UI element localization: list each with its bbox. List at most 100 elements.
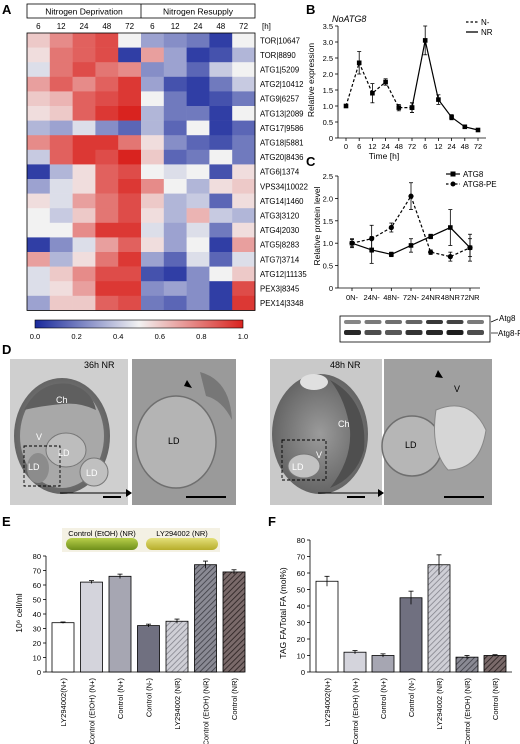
data-point <box>436 97 441 102</box>
heatmap-cell <box>49 120 73 136</box>
heatmap-cell <box>186 149 210 165</box>
heatmap-cell <box>49 91 73 107</box>
heatmap-cell <box>141 179 165 194</box>
f-y-tick-label: 20 <box>297 635 305 644</box>
b-y-tick-label: 0.5 <box>323 118 333 127</box>
time-unit-label: [h] <box>262 22 271 31</box>
heatmap-cell <box>186 106 210 121</box>
b-x-tick-label: 48 <box>395 142 403 151</box>
heatmap-cell <box>49 295 73 311</box>
blot-band-atg8 <box>364 320 382 324</box>
heatmap-cell <box>27 106 51 121</box>
c-x-tick-label: 0N- <box>346 293 359 302</box>
heatmap-cell <box>118 179 142 194</box>
heatmap-cell <box>49 106 73 121</box>
e-bar <box>80 581 103 673</box>
label-ld-2: LD <box>86 468 98 478</box>
heatmap-cell <box>72 62 96 78</box>
heatmap-cell <box>49 193 73 209</box>
heatmap-cell <box>232 33 256 48</box>
micrograph-48h-zoom: LD V <box>381 359 492 505</box>
heatmap-column-label: 6 <box>36 22 41 31</box>
heatmap-cell <box>118 222 142 238</box>
heatmap-cell <box>163 33 187 48</box>
data-point <box>383 79 388 85</box>
e-category-label: LY294002 (NR) <box>173 678 182 730</box>
heatmap-cell <box>49 33 73 48</box>
heatmap-cell <box>95 106 119 121</box>
data-point-atg8-pe <box>388 224 394 231</box>
label-ld-4: LD <box>292 462 304 472</box>
f-y-axis-label: TAG FA/Total FA (mol%) <box>278 567 288 659</box>
legend-label-atg8-pe: ATG8-PE <box>463 180 497 189</box>
heatmap-cell <box>49 222 73 238</box>
heatmap-cell <box>186 208 210 224</box>
heatmap-cell <box>163 179 187 194</box>
heatmap-cell <box>232 76 256 92</box>
gene-name-label: NoATG8 <box>332 14 366 24</box>
heatmap-cell <box>118 47 142 63</box>
heatmap-cell <box>118 33 142 48</box>
heatmap-cell <box>209 106 233 121</box>
heatmap-cell <box>209 33 233 48</box>
heatmap-row-label: ATG7|3714 <box>260 255 300 264</box>
heatmap-row-label: ATG17|9586 <box>260 124 304 133</box>
c-x-tick-label: 48NR <box>441 293 461 302</box>
heatmap-row-label: ATG18|5881 <box>260 139 304 148</box>
heatmap-cell <box>49 266 73 282</box>
heatmap-cell <box>72 47 96 63</box>
heatmap-cell <box>163 252 187 267</box>
heatmap-cell <box>72 135 96 151</box>
heatmap-cell <box>141 120 165 136</box>
heatmap-cell <box>163 106 187 121</box>
b-x-tick-label: 72 <box>408 142 416 151</box>
blot-band-atg8-pe <box>446 330 464 335</box>
heatmap-cell <box>72 179 96 194</box>
heatmap-cell <box>186 237 210 253</box>
heatmap-cell <box>186 252 210 267</box>
vacuole <box>27 453 49 483</box>
e-y-tick-label: 40 <box>33 610 41 619</box>
f-y-tick-label: 10 <box>297 652 305 661</box>
heatmap-cell <box>95 266 119 282</box>
heatmap-cell <box>27 252 51 267</box>
heatmap-cell <box>163 281 187 297</box>
heatmap-cell <box>118 295 142 311</box>
e-category-label: Control (N+) <box>116 678 125 720</box>
heatmap-cell <box>141 237 165 253</box>
heatmap-cell <box>209 295 233 311</box>
heatmap-cell <box>186 164 210 180</box>
b-x-tick-label: 0 <box>344 142 348 151</box>
heatmap-border <box>26 32 256 311</box>
heatmap-cell <box>232 252 256 267</box>
e-y-tick-label: 10 <box>33 654 41 663</box>
heatmap-cell <box>232 208 256 224</box>
e-y-tick-label: 30 <box>33 625 41 634</box>
heatmap-cell <box>95 295 119 311</box>
f-category-label: Control (EtOH) (NR) <box>463 678 472 744</box>
heatmap-cell <box>49 281 73 297</box>
blot-pointer-atg8 <box>490 318 499 323</box>
f-bar <box>483 655 507 673</box>
colorbar-tick-label: 1.0 <box>238 332 248 341</box>
western-blot <box>339 315 491 343</box>
e-y-tick-label: 0 <box>37 668 41 677</box>
heatmap-cell <box>118 252 142 267</box>
panel-label-b: B <box>306 2 315 17</box>
f-category-label: Control (EtOH) (N+) <box>351 677 360 744</box>
blot-label-atg8: Atg8 <box>499 314 516 323</box>
f-y-tick-label: 60 <box>297 569 305 578</box>
b-x-tick-label: 24 <box>381 142 389 151</box>
heatmap-cell <box>49 135 73 151</box>
heatmap-cell <box>209 164 233 180</box>
heatmap-cell <box>163 266 187 282</box>
heatmap-cell <box>27 193 51 209</box>
heatmap-cell <box>209 62 233 78</box>
zoom-box <box>23 445 61 487</box>
heatmap-cell <box>232 149 256 165</box>
blot-band-atg8 <box>344 320 361 324</box>
heatmap-row-label: PEX3|8345 <box>260 285 300 294</box>
heatmap-cell <box>72 295 96 311</box>
heatmap-cell <box>27 76 51 92</box>
